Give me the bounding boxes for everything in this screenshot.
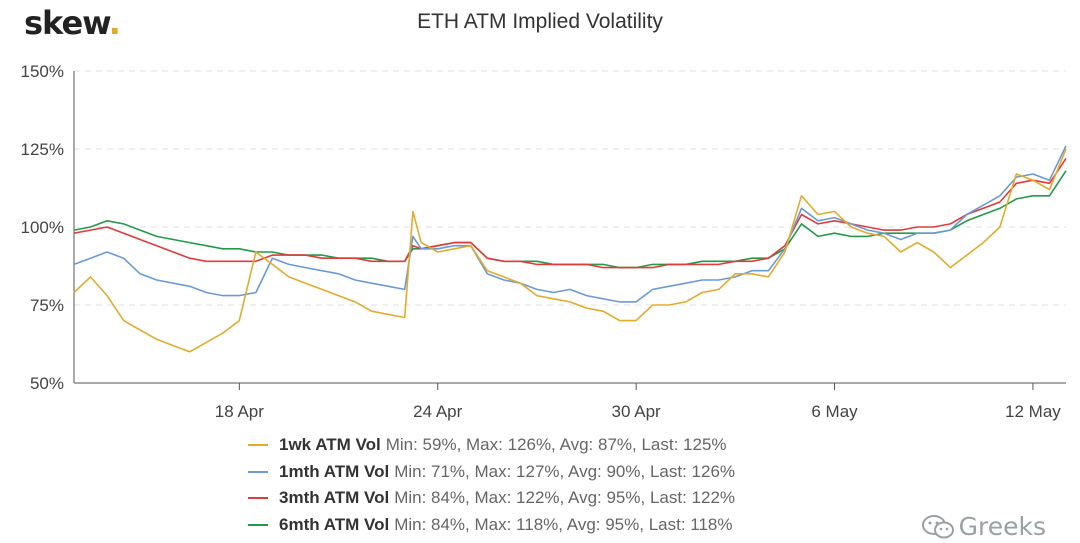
wechat-icon (921, 514, 954, 538)
y-tick-label: 100% (21, 218, 64, 237)
brand-dot: . (108, 4, 121, 42)
legend-swatch (248, 470, 268, 473)
legend-swatch (248, 497, 268, 500)
legend-series-stats: Min: 59%, Max: 126%, Avg: 87%, Last: 125… (385, 435, 727, 455)
grid-lines (74, 70, 1066, 306)
series-lines (73, 145, 1067, 353)
legend-item-1mth[interactable]: 1mth ATM Vol Min: 71%, Max: 127%, Avg: 90… (248, 459, 735, 486)
legend-item-1wk[interactable]: 1wk ATM Vol Min: 59%, Max: 126%, Avg: 87%… (248, 432, 735, 459)
watermark: Greeks (921, 512, 1046, 541)
chart-title: ETH ATM Implied Volatility (417, 10, 663, 33)
legend-series-name: 1wk ATM Vol (279, 435, 381, 455)
legend-series-name: 3mth ATM Vol (279, 488, 390, 508)
x-tick-label: 24 Apr (413, 402, 462, 421)
y-tick-label: 50% (30, 374, 64, 393)
series-line-6mth (73, 170, 1067, 269)
legend-item-6mth[interactable]: 6mth ATM Vol Min: 84%, Max: 118%, Avg: 95… (248, 512, 735, 539)
x-tick-label: 30 Apr (612, 402, 661, 421)
legend-series-name: 1mth ATM Vol (279, 461, 390, 481)
x-tick-label: 18 Apr (215, 402, 264, 421)
y-tick-label: 150% (21, 62, 64, 81)
watermark-text: Greeks (958, 512, 1046, 541)
series-line-1mth (73, 145, 1067, 303)
legend-swatch (248, 444, 268, 447)
x-axis: 18 Apr 24 Apr 30 Apr 6 May 12 May (73, 71, 1066, 421)
legend-series-stats: Min: 84%, Max: 118%, Avg: 95%, Last: 118… (394, 514, 733, 534)
legend-swatch (248, 523, 268, 526)
y-tick-label: 75% (30, 296, 64, 315)
brand-name: skew (24, 4, 110, 42)
x-tick-label: 6 May (811, 402, 858, 421)
skew-logo: skew. (24, 4, 121, 42)
series-line-3mth (73, 157, 1067, 269)
legend-series-stats: Min: 84%, Max: 122%, Avg: 95%, Last: 122… (394, 488, 736, 508)
y-tick-label: 125% (21, 140, 64, 159)
legend-series-name: 6mth ATM Vol (279, 514, 390, 534)
x-tick-label: 12 May (1005, 402, 1061, 421)
legend-item-3mth[interactable]: 3mth ATM Vol Min: 84%, Max: 122%, Avg: 95… (248, 485, 735, 512)
chart-legend: 1wk ATM Vol Min: 59%, Max: 126%, Avg: 87%… (248, 432, 735, 538)
series-line-1wk (73, 148, 1067, 353)
y-axis-ticks: 50% 75% 100% 125% 150% (21, 62, 64, 393)
legend-series-stats: Min: 71%, Max: 127%, Avg: 90%, Last: 126… (394, 461, 736, 481)
line-chart: 50% 75% 100% 125% 150% 18 Apr 24 Apr 30 Apr 6 M… (21, 62, 1067, 421)
